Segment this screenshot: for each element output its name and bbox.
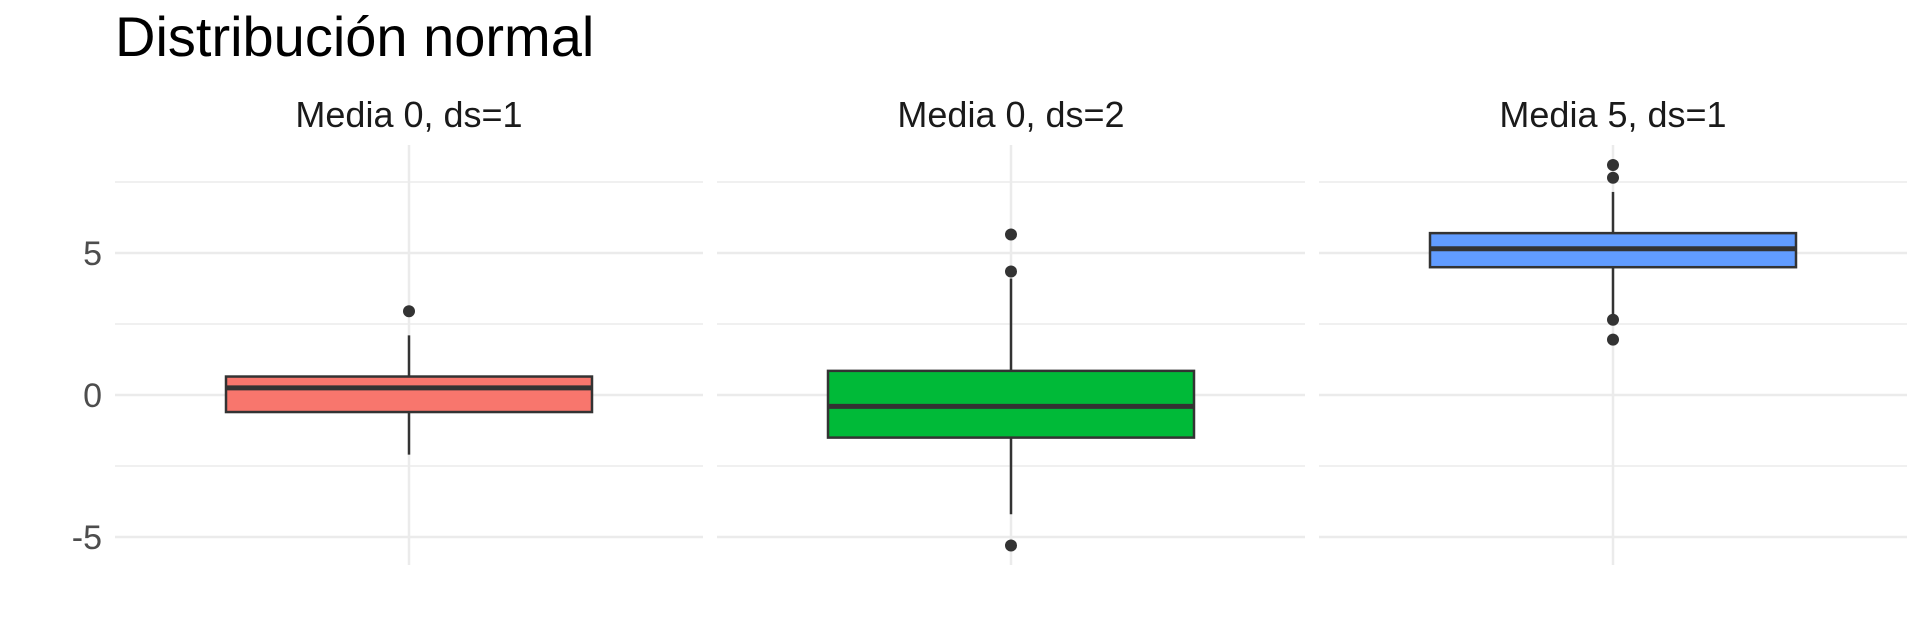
y-tick-label: 5 (83, 235, 102, 273)
outlier-point (1607, 171, 1619, 184)
outlier-point (1005, 539, 1017, 552)
facet-label: Media 5, ds=1 (1499, 94, 1726, 135)
outlier-point (1607, 313, 1619, 326)
outlier-point (1005, 228, 1017, 241)
y-tick-label: -5 (72, 519, 102, 557)
box (224, 375, 594, 414)
chart-title: Distribución normal (115, 5, 595, 68)
facet-label: Media 0, ds=1 (295, 94, 522, 135)
facet-label: Media 0, ds=2 (897, 94, 1124, 135)
outlier-point (1005, 265, 1017, 278)
outlier-point (1607, 158, 1619, 171)
y-tick-label: 0 (83, 377, 102, 415)
outlier-point (1607, 333, 1619, 346)
outlier-point (403, 305, 415, 318)
